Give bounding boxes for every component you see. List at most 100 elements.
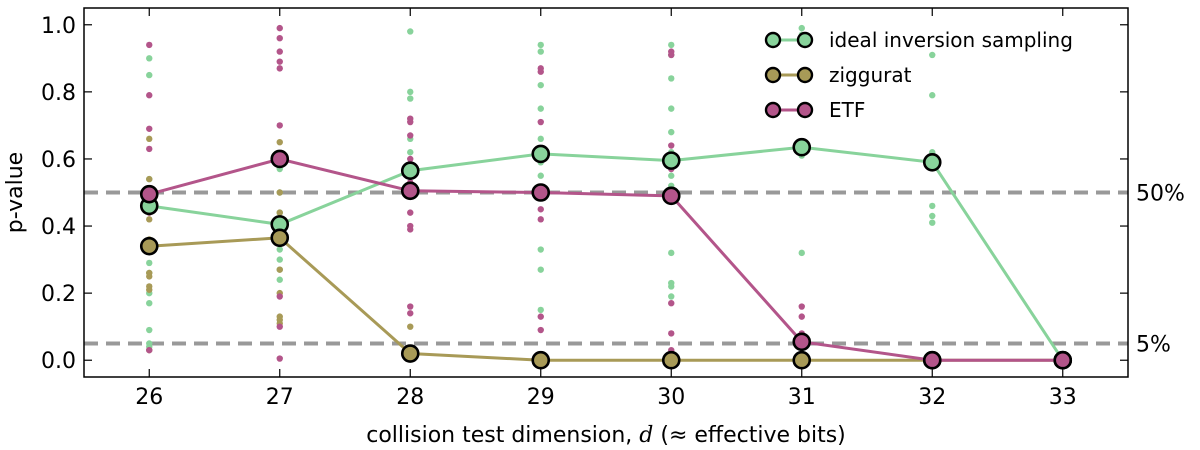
x-axis-label: collision test dimension, d (≈ effective… <box>366 423 846 448</box>
x-axis-ticks: 26 27 28 29 30 31 32 33 <box>135 8 1077 410</box>
sample-point <box>276 58 283 65</box>
data-point <box>270 149 290 169</box>
legend-swatch-marker <box>796 66 814 84</box>
sample-point <box>798 313 805 320</box>
series-line <box>149 145 1065 362</box>
x-axis-label-prefix: collision test dimension, <box>366 423 639 448</box>
data-point <box>139 184 159 204</box>
sample-point <box>276 266 283 273</box>
legend-label: ideal inversion sampling <box>829 28 1073 52</box>
sample-point <box>668 330 675 337</box>
sample-point <box>407 310 414 317</box>
sample-point <box>146 175 153 183</box>
x-tick-label: 29 <box>527 385 555 410</box>
y-tick-label: 0.6 <box>41 148 76 173</box>
x-tick-label: 28 <box>396 385 424 410</box>
sample-point <box>537 81 544 89</box>
sample-point <box>407 303 414 310</box>
data-point <box>661 151 681 170</box>
sample-point <box>276 48 283 55</box>
sample-point <box>798 303 805 310</box>
sample-point <box>276 122 283 129</box>
series-line <box>148 157 1063 362</box>
sample-point <box>146 41 153 49</box>
sample-point <box>929 212 936 220</box>
sample-point <box>146 71 153 79</box>
legend-swatch-marker <box>764 66 782 84</box>
data-point <box>531 350 551 370</box>
sample-point <box>537 135 544 143</box>
data-point <box>661 186 681 206</box>
data-point <box>922 153 942 172</box>
sample-point <box>276 256 283 263</box>
x-tick-label: 33 <box>1049 385 1077 410</box>
legend-label: ETF <box>829 98 865 122</box>
reference-line-label: 50% <box>1136 182 1185 207</box>
sample-point <box>276 138 283 146</box>
data-point <box>792 332 812 352</box>
sample-point <box>537 172 544 179</box>
sample-point <box>146 273 153 280</box>
y-tick-label: 0.8 <box>41 81 76 106</box>
sample-point <box>276 293 283 300</box>
sample-point <box>146 346 153 354</box>
sample-point <box>537 266 544 273</box>
sample-point <box>798 24 805 32</box>
sample-point <box>276 34 283 42</box>
legend-label: ziggurat <box>829 63 912 87</box>
sample-point <box>537 68 544 75</box>
x-tick-label: 31 <box>788 385 816 410</box>
sample-point <box>276 246 283 253</box>
sample-point <box>407 155 414 163</box>
sample-point <box>146 259 153 267</box>
sample-point <box>929 51 936 59</box>
sample-point <box>537 118 544 126</box>
sample-point <box>276 189 283 196</box>
sample-point <box>407 28 414 35</box>
sample-point <box>407 149 414 156</box>
data-point <box>531 144 551 164</box>
sample-point <box>668 249 675 257</box>
sample-point <box>929 219 936 226</box>
sample-point <box>537 48 544 55</box>
data-point <box>1053 350 1073 370</box>
sample-point <box>668 293 675 300</box>
legend-swatch-marker <box>764 101 782 119</box>
sample-point <box>276 276 283 283</box>
sample-point <box>537 206 544 213</box>
sample-point <box>146 216 153 223</box>
sample-point <box>537 326 544 334</box>
sample-point <box>276 323 283 330</box>
sample-point <box>668 300 675 307</box>
sample-point <box>146 326 153 334</box>
sample-point <box>146 135 153 143</box>
sample-point <box>146 145 153 153</box>
sample-point <box>276 355 283 362</box>
data-point <box>400 344 420 363</box>
sample-point <box>668 41 675 49</box>
sample-point <box>276 65 283 72</box>
legend: ideal inversion sampling ziggurat ETF <box>764 28 1073 122</box>
x-tick-label: 30 <box>657 385 685 410</box>
sample-point <box>146 92 153 99</box>
series-lines <box>148 145 1065 362</box>
data-point <box>922 350 942 370</box>
sample-point <box>537 313 544 320</box>
sample-point <box>929 202 936 210</box>
series-markers <box>139 137 1073 370</box>
sample-point <box>407 132 414 139</box>
data-point <box>270 228 290 248</box>
y-axis-ticks: 0.0 0.2 0.4 0.6 0.8 1.0 <box>41 14 1128 374</box>
x-tick-label: 27 <box>266 385 294 410</box>
plot-frame <box>83 7 1129 378</box>
legend-swatch-marker <box>796 101 814 119</box>
sample-point <box>668 75 675 82</box>
sample-point <box>407 118 414 126</box>
legend-swatch-marker <box>764 31 782 49</box>
x-tick-label: 26 <box>135 385 163 410</box>
sample-point <box>798 249 805 257</box>
x-axis-label-variable: d <box>639 423 653 448</box>
sample-point <box>537 306 544 314</box>
sample-point <box>146 300 153 307</box>
sample-point <box>537 246 544 253</box>
